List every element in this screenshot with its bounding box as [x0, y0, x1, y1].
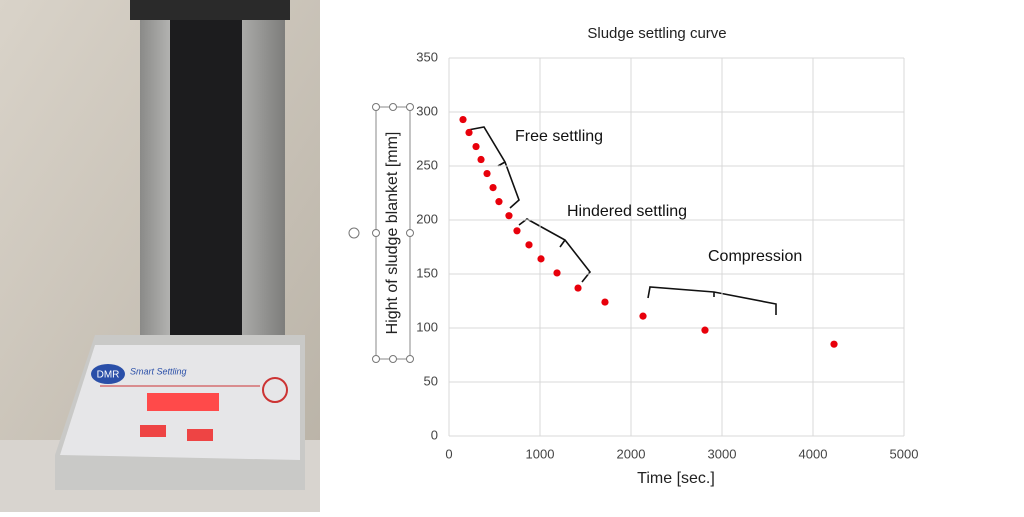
x-tick-label: 3000 — [708, 446, 737, 461]
button — [187, 429, 213, 441]
x-axis-label: Time [sec.] — [637, 470, 715, 487]
x-tick-label: 5000 — [890, 446, 919, 461]
data-point — [525, 241, 533, 249]
x-tick-label: 2000 — [617, 446, 646, 461]
display — [147, 393, 219, 411]
handle — [406, 355, 414, 363]
y-tick-label: 50 — [424, 373, 438, 388]
product-text: Smart Settling — [130, 366, 187, 376]
handle — [389, 355, 397, 363]
annotation: Compression — [708, 248, 802, 265]
x-tick-label: 0 — [445, 446, 452, 461]
data-point — [483, 169, 491, 178]
y-tick-label: 100 — [416, 319, 438, 334]
handle — [406, 229, 414, 237]
column-top — [130, 0, 290, 20]
x-tick-label: 4000 — [799, 446, 828, 461]
data-point — [495, 198, 503, 206]
data-point — [639, 312, 647, 320]
y-tick-label: 0 — [431, 427, 438, 442]
brace — [518, 218, 592, 283]
data-point — [472, 142, 480, 151]
brace — [647, 286, 777, 315]
y-tick-label: 250 — [416, 157, 438, 172]
laser-icon — [262, 377, 288, 403]
data-point — [513, 227, 521, 235]
handle — [389, 103, 397, 111]
data-point — [489, 184, 497, 192]
logo — [91, 364, 125, 384]
handle — [372, 229, 380, 237]
y-tick-label: 300 — [416, 103, 438, 118]
x-tick-label: 1000 — [526, 446, 555, 461]
data-point — [553, 269, 561, 277]
data-point — [830, 340, 838, 348]
annotation: Free settling — [515, 128, 603, 145]
brand-text: DMR — [97, 370, 120, 381]
data-point — [459, 115, 467, 124]
device-photo: DMR Smart Settling — [0, 0, 320, 512]
y-axis-label: Hight of sludge blanket [mm] — [384, 132, 401, 335]
data-point — [574, 284, 582, 292]
data-point — [505, 212, 513, 220]
rotate-handle — [348, 227, 360, 239]
settling-cylinder — [170, 10, 242, 345]
y-tick-label: 150 — [416, 265, 438, 280]
data-point — [537, 255, 545, 263]
brace — [467, 126, 520, 209]
chart-title: Sludge settling curve — [587, 25, 726, 42]
data-point — [477, 155, 485, 164]
y-label-selection — [348, 103, 414, 363]
handle — [406, 103, 414, 111]
braces — [467, 126, 777, 315]
data-point — [601, 298, 609, 306]
y-tick-label: 350 — [416, 49, 438, 64]
button — [140, 425, 166, 437]
handle — [372, 103, 380, 111]
handle — [372, 355, 380, 363]
y-tick-label: 200 — [416, 211, 438, 226]
annotation: Hindered settling — [567, 203, 687, 220]
data-point — [701, 326, 709, 334]
data-point — [465, 128, 473, 137]
